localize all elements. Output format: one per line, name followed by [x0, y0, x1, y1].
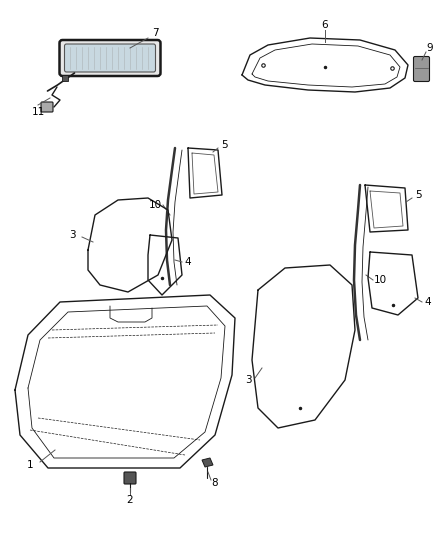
Text: 11: 11: [32, 107, 45, 117]
Polygon shape: [202, 458, 213, 467]
Text: 3: 3: [69, 230, 75, 240]
Text: 10: 10: [374, 275, 387, 285]
Text: 5: 5: [415, 190, 421, 200]
Text: 4: 4: [425, 297, 431, 307]
Text: 5: 5: [222, 140, 228, 150]
Text: 8: 8: [212, 478, 218, 488]
Text: 1: 1: [27, 460, 33, 470]
Text: 4: 4: [185, 257, 191, 267]
FancyBboxPatch shape: [60, 40, 160, 76]
Text: 7: 7: [152, 28, 158, 38]
Text: 3: 3: [245, 375, 251, 385]
FancyBboxPatch shape: [124, 472, 136, 484]
Text: 2: 2: [127, 495, 133, 505]
FancyBboxPatch shape: [413, 56, 430, 82]
Text: 6: 6: [321, 20, 328, 30]
FancyBboxPatch shape: [64, 44, 155, 72]
Text: 9: 9: [427, 43, 433, 53]
FancyBboxPatch shape: [41, 102, 53, 112]
Text: 10: 10: [148, 200, 162, 210]
